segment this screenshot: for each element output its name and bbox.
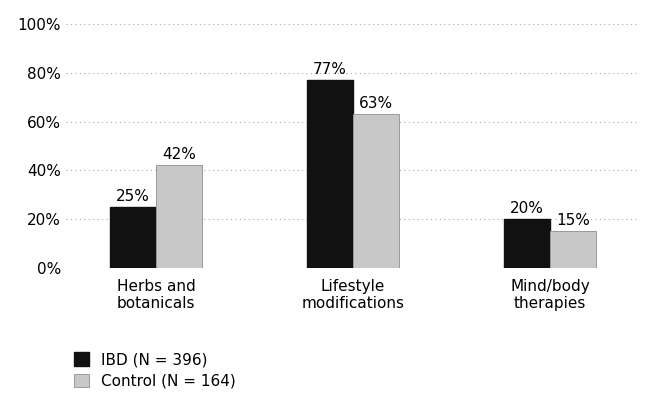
Text: 25%: 25% <box>116 189 150 204</box>
Bar <box>353 114 399 268</box>
Text: 42%: 42% <box>162 147 196 162</box>
Text: 63%: 63% <box>359 96 393 111</box>
Bar <box>504 219 550 268</box>
Text: 20%: 20% <box>510 201 544 216</box>
Legend: IBD (N = 396), Control (N = 164): IBD (N = 396), Control (N = 164) <box>74 352 236 388</box>
Text: 77%: 77% <box>314 62 347 77</box>
Bar <box>307 80 353 268</box>
Bar <box>156 165 202 268</box>
Bar <box>550 231 596 268</box>
Bar <box>110 207 156 268</box>
Text: 15%: 15% <box>556 213 590 228</box>
